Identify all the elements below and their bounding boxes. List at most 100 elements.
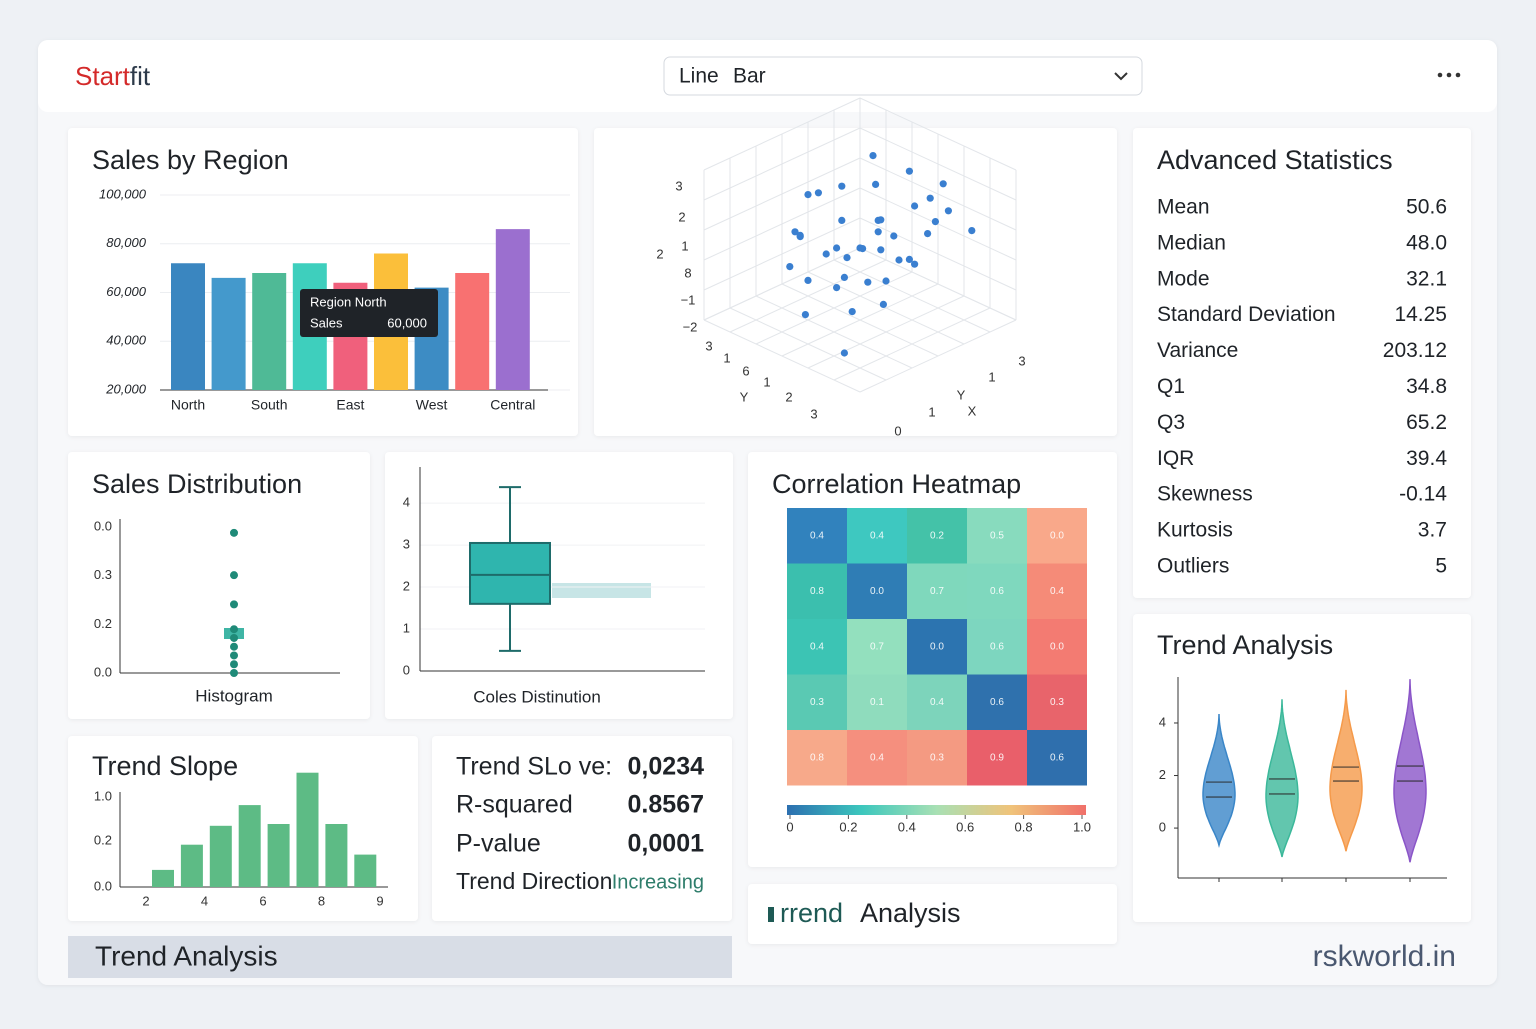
y-tick-label: 4 [403,495,410,510]
point [838,182,846,190]
stat-value: 34.8 [1406,375,1447,398]
axis-tick-label: 3 [810,406,817,421]
y-tick-label: 0.0 [94,878,112,893]
cell-label: 0.6 [990,697,1004,708]
grid-line-3d [703,157,861,231]
stat-value: -0.14 [1399,483,1447,506]
cell-label: 0.6 [990,641,1004,652]
cell-label: 0.6 [990,586,1004,597]
heatmap-cell [967,674,1027,730]
y-tick-label: 3 [403,537,410,552]
stat-label: Mean [1157,196,1210,219]
point [833,284,841,292]
point [895,256,903,264]
cell-label: 0.2 [930,530,944,541]
dropdown-chevron[interactable] [1114,72,1128,81]
bar [296,772,319,887]
banner-text: Trend Analysis [95,940,278,971]
x-tick-label: Central [490,397,535,413]
panel-title: Advanced Statistics [1157,145,1393,175]
stat-value: 32.1 [1406,267,1447,290]
cell-label: 0.4 [810,530,824,541]
y-tick-label: 0.3 [94,567,112,582]
heatmap-cell [967,508,1027,564]
grid-line-3d [703,97,861,171]
panel [432,736,732,921]
violin [1202,713,1236,849]
axis-tick-label: 3 [1018,353,1025,368]
stat-value: 14.25 [1394,303,1447,326]
panel [68,452,370,719]
trend-stat-value: Increasing [612,871,704,893]
y-tick-label: 0.2 [94,616,112,631]
point [882,277,890,285]
brand-start: Start [75,61,131,91]
grid-line-3d [703,187,861,261]
point [838,216,846,224]
dot [230,669,238,677]
heatmap-cell [907,563,967,619]
chart-type-dropdown[interactable] [663,56,1143,96]
dropdown-option[interactable]: Bar [733,65,766,88]
axis-tick-label: 0 [894,423,901,438]
x-tick-label: North [171,397,205,413]
heatmap-cell [787,730,847,786]
heatmap-cell [1027,730,1087,786]
heatmap-cell [847,730,907,786]
stat-label: Median [1157,231,1226,254]
point [840,349,849,357]
axis-tick-label: 1 [763,374,770,389]
grid-line-3d [859,247,1017,321]
heatmap-cell [787,563,847,619]
dot [230,642,238,651]
x-axis-label: Histogram [195,686,272,705]
dropdown-option[interactable]: Line [679,65,719,88]
colorbar-tick-label: 0.4 [898,819,916,834]
point [786,263,794,271]
violin [1329,689,1363,852]
panel-title: Analysis [860,898,961,928]
heatmap-cell [1027,563,1087,619]
grid-line-3d [859,97,1017,171]
grid-line-3d [859,319,1017,393]
cell-label: 0.4 [870,530,884,541]
trend-stat-label: Trend Direction [456,868,612,894]
axis-tick-label: −1 [681,292,696,307]
x-axis-label: Coles Distinution [473,687,601,706]
decor-box [224,628,244,639]
stat-label: Standard Deviation [1157,303,1336,326]
grid-line-3d [859,217,1017,291]
trend-stat-value: 0,0001 [628,830,705,858]
point [944,207,953,215]
bar [211,277,246,390]
tooltip-value: 60,000 [387,315,427,330]
point [926,194,934,202]
panel-icon [768,907,774,922]
grid-line-3d [859,157,1017,231]
axis-tick-label: 1 [928,404,935,419]
cell-label: 0.4 [870,752,884,763]
panel-title: Trend Analysis [1157,630,1333,660]
y-tick-label: 4 [1159,714,1166,729]
dot [230,625,238,634]
x-tick-label: 8 [318,893,325,908]
bar [267,824,290,887]
cell-label: 0.0 [930,641,944,652]
trend-stat-label: R-squared [456,791,573,819]
bar [171,263,205,390]
axis-tick-label: 6 [742,363,749,378]
site-name: rskworld.in [1313,940,1456,973]
point [911,260,919,268]
point [804,276,812,284]
stat-label: Skewness [1157,483,1253,506]
cell-label: 0.7 [930,586,944,597]
y-tick-label: 100,000 [99,186,147,201]
dot [230,633,238,642]
x-tick-label: 2 [142,893,149,908]
heatmap-cell [787,508,847,564]
stat-label: Kurtosis [1157,519,1233,542]
bar [180,844,203,887]
more-menu[interactable] [1437,72,1461,78]
point [968,227,976,235]
trend-stat-label: P-value [456,830,541,858]
